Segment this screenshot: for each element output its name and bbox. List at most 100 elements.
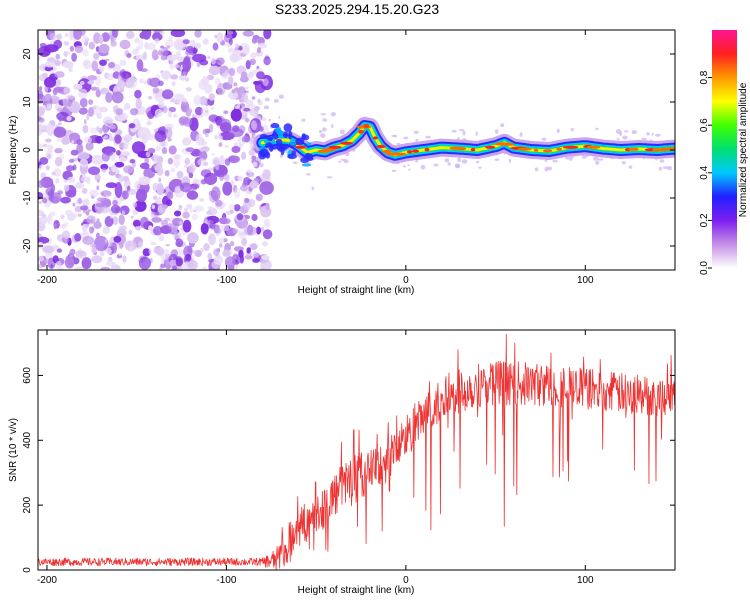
noise-blob bbox=[249, 180, 258, 189]
noise-blob bbox=[226, 30, 234, 35]
noise-blob bbox=[113, 236, 122, 243]
noise-blob bbox=[219, 224, 230, 232]
noise-blob bbox=[143, 80, 148, 85]
noise-blob bbox=[433, 163, 439, 167]
noise-blob bbox=[123, 134, 133, 143]
noise-blob bbox=[102, 226, 110, 235]
noise-blob bbox=[264, 222, 270, 228]
y-tick-label: 600 bbox=[22, 367, 33, 384]
noise-blob bbox=[66, 115, 72, 122]
noise-blob bbox=[184, 157, 190, 166]
noise-blob bbox=[49, 32, 57, 41]
ridge-peak bbox=[357, 129, 364, 134]
noise-blob bbox=[71, 140, 74, 144]
noise-blob bbox=[153, 214, 158, 218]
ridge-peak bbox=[424, 148, 430, 152]
noise-blob bbox=[203, 161, 209, 166]
noise-blob bbox=[45, 165, 50, 171]
noise-blob bbox=[262, 241, 268, 247]
noise-blob bbox=[232, 228, 239, 234]
noise-blob bbox=[118, 148, 126, 159]
noise-blob bbox=[91, 246, 97, 254]
noise-blob bbox=[174, 64, 180, 68]
noise-blob bbox=[70, 149, 79, 156]
noise-blob bbox=[252, 251, 260, 258]
noise-blob bbox=[68, 158, 75, 163]
noise-blob bbox=[105, 92, 113, 103]
noise-blob bbox=[108, 136, 114, 142]
noise-blob bbox=[240, 71, 248, 80]
noise-blob bbox=[162, 105, 168, 114]
noise-blob bbox=[47, 153, 51, 159]
noise-blob bbox=[61, 223, 66, 229]
noise-blob bbox=[105, 148, 114, 157]
noise-blob bbox=[169, 65, 175, 70]
noise-blob bbox=[494, 129, 499, 134]
ridge-turbulence bbox=[268, 137, 273, 142]
noise-blob bbox=[231, 146, 241, 153]
noise-blob bbox=[228, 76, 234, 85]
noise-blob bbox=[185, 147, 195, 153]
noise-blob bbox=[234, 105, 240, 110]
noise-blob bbox=[118, 252, 122, 256]
noise-blob bbox=[206, 210, 213, 216]
noise-blob bbox=[182, 211, 190, 219]
noise-blob bbox=[556, 128, 560, 133]
noise-blob bbox=[160, 55, 167, 61]
ridge-peak bbox=[363, 124, 370, 128]
noise-blob bbox=[81, 187, 88, 194]
noise-blob bbox=[391, 134, 396, 137]
ridge-turbulence bbox=[301, 134, 310, 141]
noise-blob bbox=[403, 136, 409, 140]
noise-blob bbox=[80, 176, 91, 182]
ridge-peak bbox=[556, 147, 562, 151]
ridge-peak bbox=[533, 148, 539, 152]
noise-blob bbox=[99, 59, 107, 66]
noise-blob bbox=[240, 184, 248, 192]
noise-blob bbox=[182, 100, 188, 103]
colorbar: 0.0 0.2 0.4 0.6 0.8 Normalized spectral ampl… bbox=[699, 30, 749, 275]
noise-blob bbox=[82, 124, 89, 134]
noise-blob bbox=[99, 106, 108, 113]
noise-blob bbox=[65, 165, 75, 172]
noise-blob bbox=[60, 214, 65, 219]
noise-blob bbox=[200, 223, 209, 235]
noise-blob bbox=[76, 143, 84, 155]
noise-blob bbox=[139, 78, 144, 84]
noise-blob bbox=[263, 56, 271, 66]
noise-blob bbox=[339, 129, 345, 135]
noise-blob bbox=[154, 164, 162, 173]
ridge-turbulence bbox=[287, 153, 297, 160]
colorbar-tick-label: 0.6 bbox=[699, 118, 710, 132]
noise-blob bbox=[150, 241, 157, 246]
noise-blob bbox=[220, 169, 227, 175]
noise-blob bbox=[198, 140, 208, 146]
noise-blob bbox=[104, 216, 114, 227]
noise-blob bbox=[341, 158, 346, 161]
noise-blob bbox=[593, 156, 599, 161]
noise-blob bbox=[202, 266, 207, 270]
noise-blob bbox=[188, 163, 196, 174]
noise-blob bbox=[221, 72, 230, 80]
noise-blob bbox=[123, 165, 134, 174]
noise-blob bbox=[134, 181, 141, 190]
noise-blob bbox=[114, 161, 125, 168]
noise-blob bbox=[60, 196, 71, 204]
noise-blob bbox=[251, 37, 258, 44]
noise-blob bbox=[134, 37, 140, 44]
noise-blob bbox=[130, 215, 134, 219]
ridge-turbulence bbox=[277, 130, 285, 139]
noise-blob bbox=[79, 158, 89, 168]
noise-blob bbox=[77, 151, 90, 160]
noise-blob bbox=[42, 245, 55, 254]
ridge-turbulence bbox=[303, 153, 314, 160]
snr-x-axis-title: Height of straight line (km) bbox=[298, 585, 415, 596]
noise-blob bbox=[186, 190, 199, 200]
noise-blob bbox=[99, 250, 105, 257]
noise-blob bbox=[251, 213, 258, 222]
spectrogram-ridge bbox=[253, 117, 675, 167]
noise-blob bbox=[80, 232, 84, 237]
noise-blob bbox=[96, 178, 100, 183]
noise-blob bbox=[237, 175, 243, 182]
